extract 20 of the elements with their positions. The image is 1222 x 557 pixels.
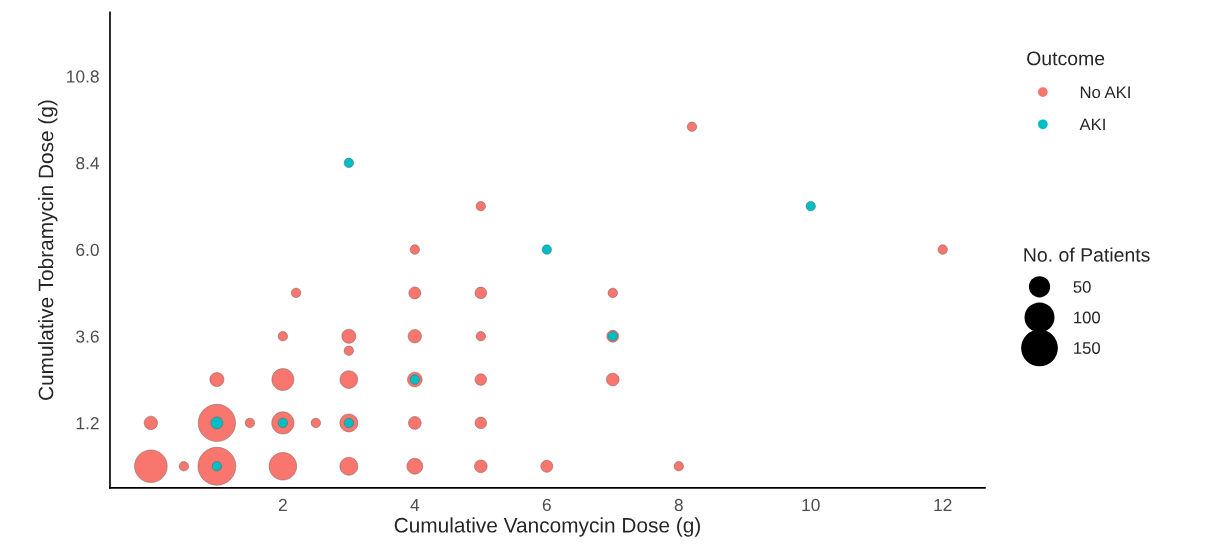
x-axis-title: Cumulative Vancomycin Dose (g) [394, 517, 700, 537]
y-tick-label: 1.2 [76, 417, 99, 430]
y-axis-title: Cumulative Tobramycin Dose (g) [38, 100, 58, 400]
x-tick-label: 8 [674, 498, 683, 512]
x-tick-label: 2 [278, 498, 287, 511]
legend-label: No AKI [1080, 86, 1130, 99]
text: No. of Patients [1024, 247, 1150, 262]
x-tick-label: 10 [802, 498, 820, 512]
x-tick-label: 4 [410, 498, 420, 511]
legend-label: 150 [1074, 342, 1100, 354]
x-tick-label: 6 [542, 498, 551, 512]
y-tick-label: 3.6 [76, 330, 99, 343]
legend-label: AKI [1079, 118, 1105, 131]
legend-label: 50 [1073, 281, 1091, 293]
legend-label: 100 [1074, 311, 1100, 324]
x-tick-label: 12 [934, 498, 952, 511]
legend-title: Outcome [1027, 51, 1105, 66]
y-tick-label: 10.8 [67, 70, 99, 83]
y-tick-label: 6.0 [76, 243, 99, 257]
y-tick-label: 8.4 [76, 157, 100, 170]
